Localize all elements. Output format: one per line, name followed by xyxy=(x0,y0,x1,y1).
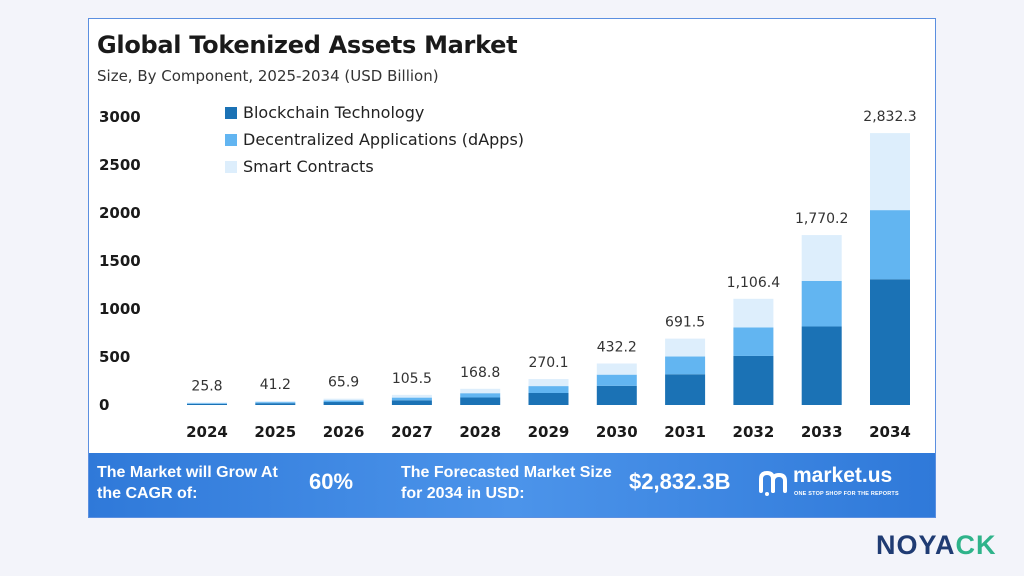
bar-segment-2 xyxy=(187,403,227,404)
x-tick-label: 2030 xyxy=(596,423,638,441)
bar-segment-1 xyxy=(255,403,296,405)
bar-segment-3 xyxy=(870,133,910,211)
legend-swatch xyxy=(225,134,237,146)
cagr-label: The Market will Grow At the CAGR of: xyxy=(97,464,278,502)
total-label: 25.8 xyxy=(191,379,222,395)
chart-title: Global Tokenized Assets Market xyxy=(97,31,518,59)
bar-segment-3 xyxy=(528,379,569,387)
x-tick-label: 2027 xyxy=(391,423,433,441)
total-label: 105.5 xyxy=(392,371,432,387)
bar-segment-2 xyxy=(596,374,637,386)
summary-banner: The Market will Grow At the CAGR of: 60%… xyxy=(89,453,935,517)
x-tick-label: 2029 xyxy=(528,423,570,441)
market-us-logo-icon xyxy=(759,470,787,496)
market-size-value: $2,832.3B xyxy=(629,469,731,494)
noyack-watermark: NOYACK xyxy=(876,530,997,561)
bar-segment-3 xyxy=(460,388,501,394)
bar-segment-2 xyxy=(460,393,501,398)
bar-segment-3 xyxy=(391,394,432,398)
chart-card: Global Tokenized Assets Market Size, By … xyxy=(88,18,936,518)
bar-segment-3 xyxy=(801,235,842,281)
bar-segment-3 xyxy=(596,363,637,375)
bar-segment-1 xyxy=(733,355,774,405)
x-tick-label: 2028 xyxy=(459,423,501,441)
market-size-label: The Forecasted Market Size for 2034 in U… xyxy=(401,464,612,502)
bar-segment-3 xyxy=(187,402,227,404)
noyack-text-accent: CK xyxy=(955,530,997,560)
total-label: 1,106.4 xyxy=(727,275,781,291)
x-tick-label: 2025 xyxy=(254,423,296,441)
bar-segment-2 xyxy=(528,386,569,393)
x-tick-label: 2034 xyxy=(869,423,911,441)
bar-segment-3 xyxy=(255,401,296,403)
brand-tagline: ONE STOP SHOP FOR THE REPORTS xyxy=(794,491,899,497)
legend-label: Smart Contracts xyxy=(243,157,374,176)
x-tick-label: 2032 xyxy=(733,423,775,441)
y-tick-label: 500 xyxy=(99,348,130,366)
y-tick-label: 0 xyxy=(99,396,109,414)
bar-segment-2 xyxy=(801,280,842,327)
bar-segment-1 xyxy=(391,400,432,405)
cagr-value: 60% xyxy=(309,469,354,494)
y-tick-label: 3000 xyxy=(99,108,141,126)
y-tick-label: 1000 xyxy=(99,300,141,318)
total-label: 1,770.2 xyxy=(795,211,848,227)
y-tick-label: 2000 xyxy=(99,204,141,222)
bar-segment-1 xyxy=(870,279,910,405)
brand-name: market.us xyxy=(793,464,893,487)
total-label: 65.9 xyxy=(328,375,359,391)
bar-segment-1 xyxy=(665,374,706,405)
bar-segment-2 xyxy=(323,400,364,403)
x-tick-label: 2031 xyxy=(664,423,706,441)
total-label: 41.2 xyxy=(260,377,291,393)
bar-segment-2 xyxy=(391,397,432,401)
y-tick-label: 1500 xyxy=(99,252,141,270)
bar-segment-1 xyxy=(596,385,637,405)
total-label: 432.2 xyxy=(597,340,637,356)
chart-subtitle: Size, By Component, 2025-2034 (USD Billi… xyxy=(97,67,439,85)
bar-segment-2 xyxy=(665,356,706,375)
bar-segment-1 xyxy=(323,402,364,405)
y-tick-label: 2500 xyxy=(99,156,141,174)
x-tick-label: 2026 xyxy=(323,423,365,441)
legend-label: Decentralized Applications (dApps) xyxy=(243,130,524,149)
x-tick-label: 2024 xyxy=(186,423,228,441)
legend-label: Blockchain Technology xyxy=(243,103,424,122)
bar-segment-1 xyxy=(187,403,227,405)
bar-segment-1 xyxy=(460,397,501,405)
noyack-text-main: NOYA xyxy=(876,530,956,560)
bar-segment-3 xyxy=(323,398,364,401)
bar-segment-1 xyxy=(801,326,842,405)
bar-segment-3 xyxy=(665,338,706,357)
total-label: 691.5 xyxy=(665,315,705,331)
total-label: 168.8 xyxy=(460,365,500,381)
x-tick-label: 2033 xyxy=(801,423,843,441)
bar-segment-1 xyxy=(528,393,569,405)
bar-segment-2 xyxy=(733,327,774,356)
stacked-bar-chart: 0 500 1000 1500 2000 2500 3000 25.8 2024 41.2 2025… xyxy=(99,103,917,441)
bar-segment-2 xyxy=(870,210,910,280)
bar-segment-2 xyxy=(255,402,296,404)
total-label: 2,832.3 xyxy=(863,109,916,125)
legend-swatch xyxy=(225,161,237,173)
total-label: 270.1 xyxy=(528,355,568,371)
legend-swatch xyxy=(225,107,237,119)
bar-segment-3 xyxy=(733,298,774,328)
